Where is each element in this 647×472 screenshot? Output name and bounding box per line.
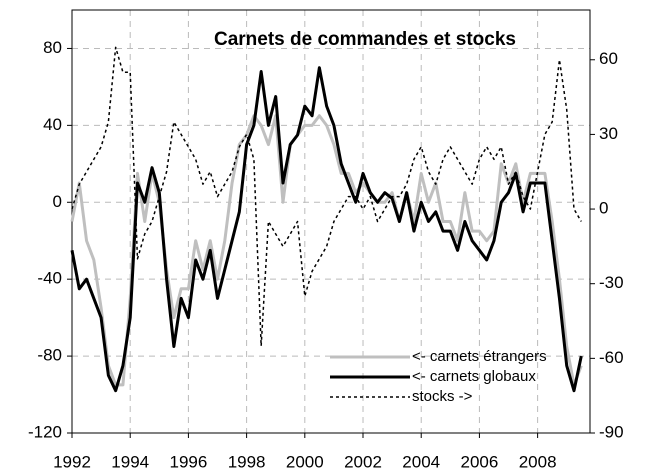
y-tick-label: -120 bbox=[28, 422, 62, 441]
y-tick-label: 0 bbox=[53, 192, 62, 211]
y2-tick-label: 60 bbox=[599, 49, 618, 68]
y-tick-label: 40 bbox=[43, 115, 62, 134]
x-tick-label: 1996 bbox=[169, 452, 207, 471]
y-tick-label: 80 bbox=[43, 38, 62, 57]
y2-tick-label: -30 bbox=[599, 273, 624, 292]
chart-title: Carnets de commandes et stocks bbox=[214, 29, 516, 50]
x-tick-label: 1992 bbox=[53, 452, 91, 471]
legend-label: <- carnets étrangers bbox=[412, 348, 547, 365]
legend-label: stocks -> bbox=[412, 388, 473, 405]
x-tick-label: 1998 bbox=[228, 452, 266, 471]
y2-tick-label: 0 bbox=[599, 199, 608, 218]
x-tick-label: 1994 bbox=[111, 452, 149, 471]
y2-tick-label: -90 bbox=[599, 422, 624, 441]
y2-tick-label: -60 bbox=[599, 348, 624, 367]
series-line bbox=[70, 114, 583, 387]
series-line bbox=[71, 46, 582, 347]
y-tick-label: -40 bbox=[37, 269, 62, 288]
x-tick-label: 2006 bbox=[461, 452, 499, 471]
x-tick-label: 2004 bbox=[402, 452, 440, 471]
series-line bbox=[70, 66, 583, 393]
x-tick-label: 2000 bbox=[286, 452, 324, 471]
x-tick-label: 2002 bbox=[344, 452, 382, 471]
x-tick-label: 2008 bbox=[519, 452, 557, 471]
y-tick-label: -80 bbox=[37, 346, 62, 365]
y2-tick-label: 30 bbox=[599, 124, 618, 143]
legend-label: <- carnets globaux bbox=[412, 368, 536, 385]
